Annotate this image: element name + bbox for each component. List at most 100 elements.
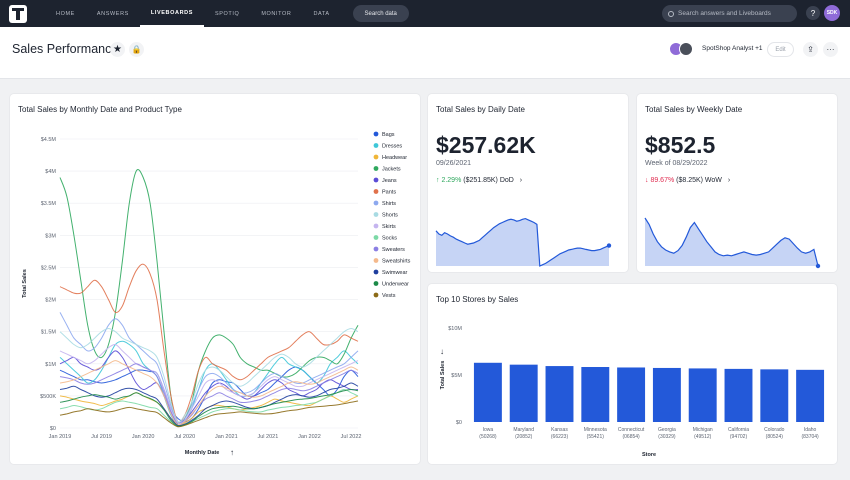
series-line-swimwear[interactable] <box>59 382 359 427</box>
kpi-change[interactable]: ↓ 89.67% ($8.25K) WoW › <box>645 177 730 184</box>
legend-label[interactable]: Sweaters <box>382 247 405 253</box>
series-line-skirts[interactable] <box>59 343 359 425</box>
series-line-jackets[interactable] <box>59 169 359 427</box>
thoughtspot-logo-icon[interactable] <box>9 4 27 23</box>
y-axis-label[interactable]: Total Sales <box>22 269 28 298</box>
card-sales-by-weekly-date[interactable]: Total Sales by Weekly Date $852.5 Week o… <box>637 94 837 272</box>
bar-idaho[interactable] <box>796 369 825 422</box>
user-avatar[interactable]: SDK <box>824 5 840 21</box>
legend-label[interactable]: Underwear <box>382 282 409 288</box>
legend-label[interactable]: Shirts <box>382 201 396 207</box>
card-sales-by-daily-date[interactable]: Total Sales by Daily Date $257.62K 09/26… <box>428 94 628 272</box>
sort-arrow-icon[interactable]: ↓ <box>440 347 444 356</box>
legend-marker[interactable] <box>373 235 379 240</box>
legend-marker[interactable] <box>373 154 379 160</box>
legend-label[interactable]: Sweatshirts <box>382 259 411 265</box>
share-icon[interactable]: ⇪ <box>803 42 818 57</box>
x-axis-label[interactable]: Monthly Date <box>185 450 220 456</box>
legend-marker[interactable] <box>373 143 379 148</box>
card-sales-by-month-product[interactable]: Total Sales by Monthly Date and Product … <box>10 94 420 464</box>
series-line-shorts[interactable] <box>59 327 359 423</box>
area-line[interactable] <box>435 217 610 267</box>
legend-marker[interactable] <box>373 246 379 252</box>
legend-label[interactable]: Dresses <box>382 144 402 150</box>
kpi-change-pct: ↑ 2.29% <box>436 177 462 184</box>
legend-label[interactable]: Jackets <box>382 167 401 173</box>
shared-with-label[interactable]: SpotShop Analyst +1 <box>702 45 763 52</box>
bar-colorado[interactable] <box>760 369 789 422</box>
legend-label[interactable]: Shorts <box>382 213 398 219</box>
series-line-shirts[interactable] <box>59 312 359 423</box>
legend-marker[interactable] <box>373 269 379 275</box>
chevron-right-icon: › <box>727 177 731 184</box>
bar-georgia[interactable] <box>652 367 681 422</box>
bar-connecticut[interactable] <box>617 367 646 422</box>
sparkline-chart[interactable] <box>428 94 628 272</box>
x-tick-label-id: (83704) <box>801 434 819 440</box>
nav-tab-liveboards[interactable]: LIVEBOARDS <box>139 0 204 27</box>
series-line-socks[interactable] <box>59 388 359 427</box>
kpi-change[interactable]: ↑ 2.29% ($251.85K) DoD › <box>436 177 522 184</box>
series-line-vests[interactable] <box>59 400 359 428</box>
help-button[interactable]: ? <box>806 6 820 20</box>
x-axis-label[interactable]: Store <box>642 452 656 458</box>
legend-label[interactable]: Jeans <box>382 178 397 184</box>
nav-tab-monitor[interactable]: MONITOR <box>261 10 292 17</box>
legend-marker[interactable] <box>373 292 379 298</box>
legend-label[interactable]: Pants <box>382 190 396 196</box>
series-line-underwear[interactable] <box>59 388 359 427</box>
favorite-star-icon[interactable]: ★ <box>110 42 125 57</box>
series-line-pants[interactable] <box>59 263 359 424</box>
global-search-placeholder: Search answers and Liveboards <box>678 10 771 17</box>
legend-label[interactable]: Socks <box>382 236 397 242</box>
y-axis-label[interactable]: Total Sales <box>440 361 446 390</box>
more-options-icon[interactable]: ··· <box>823 42 838 57</box>
legend-label[interactable]: Vests <box>382 293 396 299</box>
card-title: Total Sales by Monthly Date and Product … <box>18 105 182 114</box>
sort-arrow-icon[interactable]: ↑ <box>230 448 234 457</box>
last-point-marker[interactable] <box>815 263 821 269</box>
bar-michigan[interactable] <box>688 368 717 422</box>
bar-iowa[interactable] <box>473 362 502 422</box>
bar-california[interactable] <box>724 368 753 422</box>
series-line-sweatshirts[interactable] <box>59 360 359 426</box>
legend-marker[interactable] <box>373 223 379 229</box>
bar-maryland[interactable] <box>509 364 538 422</box>
bar-chart[interactable]: $0 $5M $10M ↓ Total Sales Iowa(50268) Maryland… <box>428 284 837 464</box>
card-top-10-stores[interactable]: Top 10 Stores by Sales $0 $5M $10M ↓ Total S… <box>428 284 837 464</box>
series-line-sweaters[interactable] <box>59 363 359 426</box>
bar-kansas[interactable] <box>545 366 574 422</box>
legend-marker[interactable] <box>373 281 379 286</box>
kpi-value: $852.5 <box>645 132 716 158</box>
bar-minnesota[interactable] <box>581 367 610 422</box>
series-line-jeans[interactable] <box>59 350 359 424</box>
nav-tab-home[interactable]: HOME <box>56 10 75 17</box>
search-data-button[interactable]: Search data <box>352 5 409 22</box>
y-tick-label: $1M <box>45 362 56 368</box>
legend-marker[interactable] <box>373 258 379 263</box>
shared-users-avatars[interactable] <box>669 42 699 56</box>
legend-marker[interactable] <box>373 212 379 217</box>
lock-icon[interactable]: 🔒 <box>129 42 144 57</box>
legend-marker[interactable] <box>373 177 379 183</box>
legend-label[interactable]: Bags <box>382 132 395 138</box>
line-chart[interactable]: $0 $500K $1M $1.5M $2M $2.5M $3M $3.5M $4M $4.5M J… <box>10 94 420 464</box>
nav-tab-answers[interactable]: ANSWERS <box>96 10 129 17</box>
kpi-date: 09/26/2021 <box>436 160 472 167</box>
global-search-input[interactable]: Search answers and Liveboards <box>662 5 797 22</box>
sparkline-chart[interactable] <box>637 94 837 272</box>
legend-marker[interactable] <box>373 131 379 137</box>
x-tick-label: Connecticut <box>618 427 645 433</box>
area-line[interactable] <box>644 217 819 267</box>
legend-marker[interactable] <box>373 166 379 171</box>
last-point-marker[interactable] <box>606 243 612 248</box>
legend-label[interactable]: Skirts <box>382 224 396 230</box>
y-tick-label: $0 <box>50 426 56 432</box>
legend-label[interactable]: Headwear <box>382 155 407 161</box>
nav-tab-spotiq[interactable]: SPOTIQ <box>214 10 240 17</box>
legend-marker[interactable] <box>373 200 379 206</box>
edit-button[interactable]: Edit <box>767 42 794 57</box>
legend-marker[interactable] <box>373 189 379 194</box>
nav-tab-data[interactable]: DATA <box>313 10 330 17</box>
legend-label[interactable]: Swimwear <box>382 270 408 276</box>
